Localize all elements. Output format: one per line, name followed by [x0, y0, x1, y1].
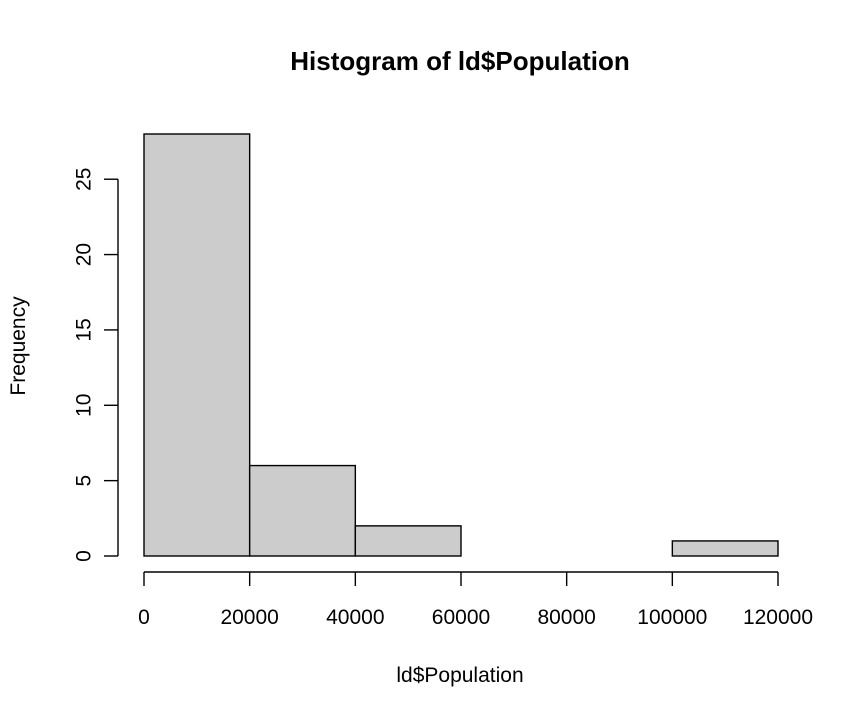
- y-tick-label-4: 20: [73, 243, 96, 266]
- y-tick-label-3: 15: [73, 318, 96, 341]
- y-axis-label: Frequency: [7, 296, 30, 396]
- histogram-bar-5: [671, 540, 779, 557]
- bars-group: [143, 133, 779, 557]
- x-tick-label-4: 80000: [537, 606, 595, 629]
- x-axis-label: ld$Population: [396, 664, 523, 687]
- y-tick-label-2: 10: [73, 394, 96, 417]
- x-tick-label-0: 0: [138, 606, 150, 629]
- x-tick-label-3: 60000: [432, 606, 490, 629]
- x-tick-label-5: 100000: [637, 606, 707, 629]
- histogram-bar-1: [248, 464, 357, 557]
- x-tick-label-2: 40000: [326, 606, 384, 629]
- x-axis: 0 20000 40000 60000 80000 100000 120000: [138, 571, 813, 629]
- y-tick-label-5: 25: [73, 168, 96, 191]
- x-tick-label-6: 120000: [743, 606, 813, 629]
- chart-title: Histogram of ld$Population: [290, 46, 629, 76]
- histogram-bar-2: [354, 525, 462, 557]
- y-tick-label-1: 5: [73, 475, 96, 487]
- x-tick-label-1: 20000: [220, 606, 278, 629]
- histogram-bar-0: [143, 133, 251, 557]
- y-tick-label-0: 0: [73, 550, 96, 562]
- y-axis: 0 5 10 15 20 25: [73, 168, 119, 562]
